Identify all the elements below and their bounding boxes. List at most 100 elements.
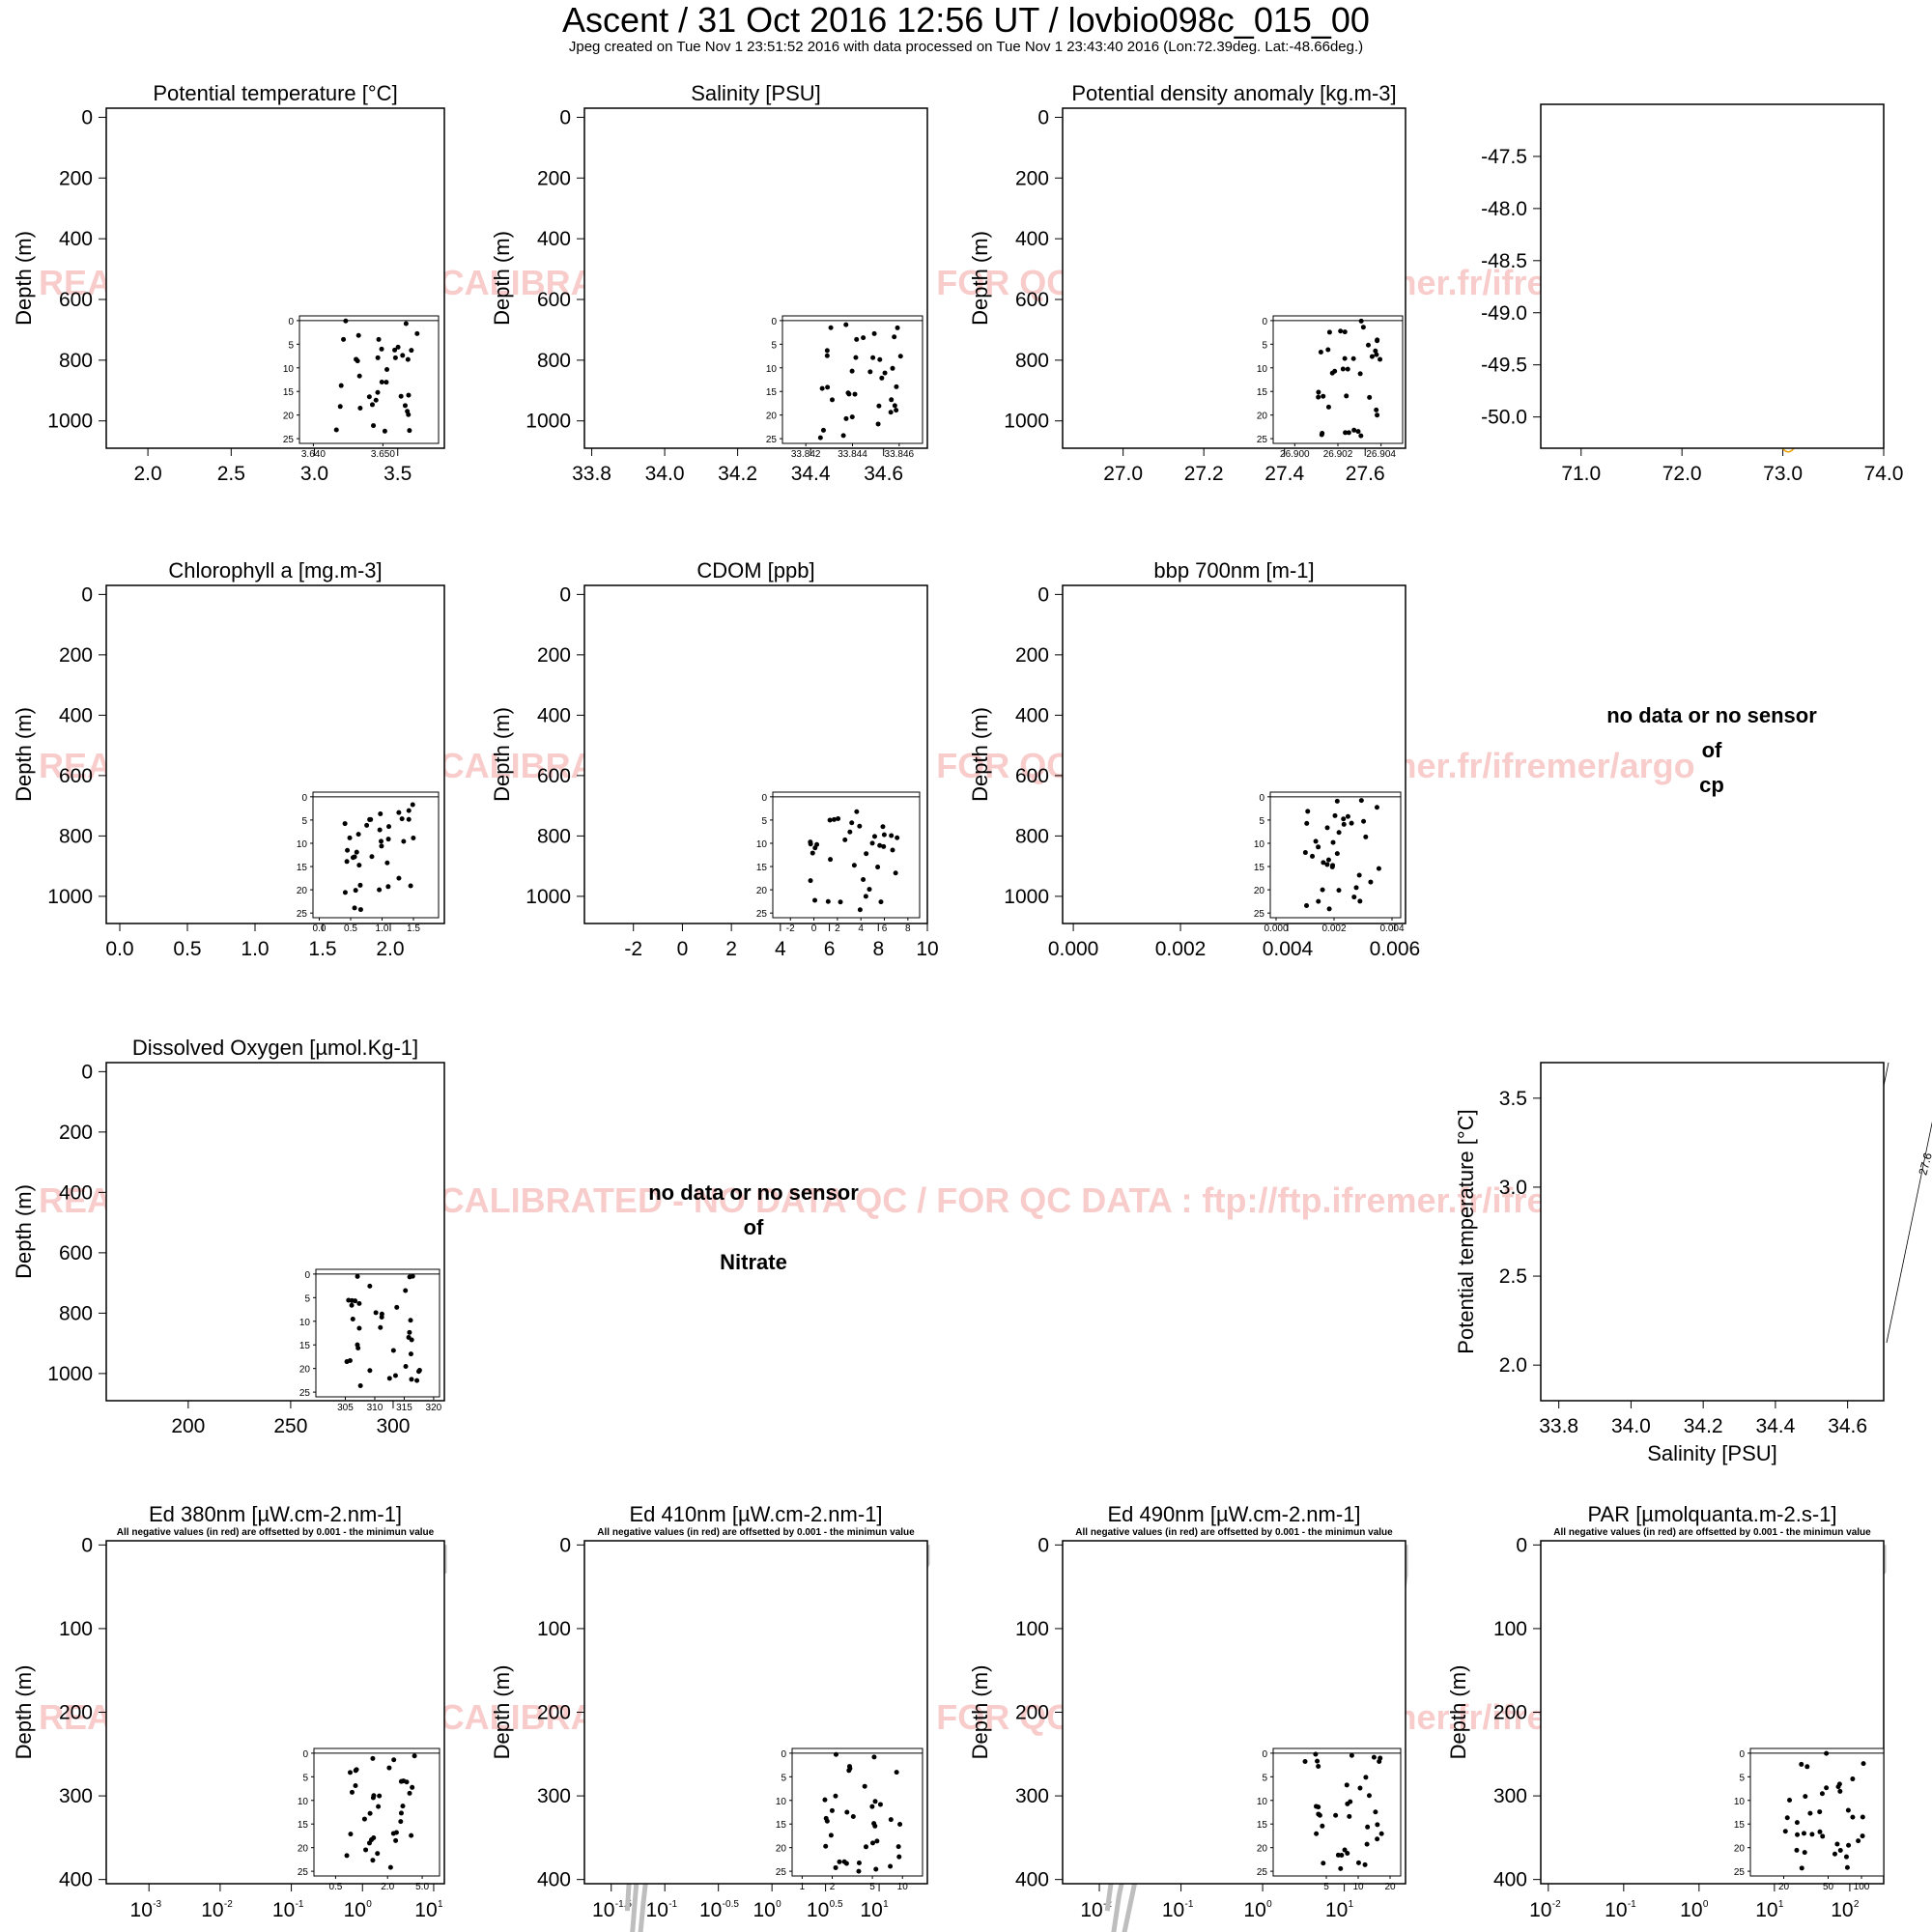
inset-point bbox=[406, 808, 412, 813]
inset-y-tick-label: 25 bbox=[1254, 909, 1265, 920]
inset-point bbox=[1304, 820, 1310, 826]
inset-point bbox=[369, 1837, 375, 1843]
inset-point bbox=[1803, 1794, 1808, 1800]
y-tick-label: 400 bbox=[59, 1181, 93, 1204]
inset-point bbox=[849, 414, 855, 420]
inset-point bbox=[370, 1755, 376, 1761]
inset-point bbox=[355, 358, 360, 364]
x-tick-label: 71.0 bbox=[1561, 463, 1601, 485]
y-tick-label: 200 bbox=[59, 1702, 93, 1724]
inset-point bbox=[861, 335, 867, 341]
inset-point bbox=[367, 1810, 373, 1816]
inset-point bbox=[1378, 1831, 1384, 1836]
inset-chl: 0 5 10 15 20 25 0.0 0.5 1.0 1.5 bbox=[297, 791, 440, 934]
y-tick-label: 400 bbox=[1015, 228, 1049, 250]
inset-point bbox=[384, 367, 390, 373]
inset-point bbox=[345, 847, 351, 853]
inset-point bbox=[824, 348, 830, 354]
inset-point bbox=[888, 1863, 894, 1869]
inset-point bbox=[406, 412, 412, 417]
inset-point bbox=[844, 1809, 850, 1815]
inset-x-tick-label: 3.650 bbox=[371, 449, 395, 460]
radiometry-note: All negative values (in red) are offsett… bbox=[1075, 1527, 1393, 1538]
inset-point bbox=[352, 854, 357, 860]
inset-point bbox=[1356, 872, 1362, 878]
inset-y-tick-label: 20 bbox=[298, 1844, 309, 1855]
inset-point bbox=[376, 336, 382, 342]
inset-point bbox=[1353, 885, 1359, 891]
inset-point bbox=[414, 330, 420, 336]
inset-y-tick-label: 5 bbox=[304, 1293, 310, 1304]
x-tick-label: 10 bbox=[1243, 1899, 1265, 1921]
inset-point bbox=[356, 1325, 362, 1331]
inset-y-tick-label: 20 bbox=[299, 1365, 311, 1376]
isopycnal-label: 27.6 bbox=[1916, 1151, 1932, 1177]
x-tick-exponent: -1.5 bbox=[615, 1899, 633, 1910]
no-data-nitrate: Nitrate bbox=[720, 1250, 787, 1274]
inset-point bbox=[1347, 1813, 1352, 1819]
inset-point bbox=[367, 1368, 373, 1374]
inset-x-tick-label: 6 bbox=[882, 923, 888, 934]
inset-point bbox=[378, 810, 384, 816]
inset-oxy: 0 5 10 15 20 25 305 310 315 320 bbox=[299, 1268, 442, 1413]
inset-point bbox=[355, 1273, 360, 1279]
x-tick-exponent: -2 bbox=[1552, 1899, 1561, 1910]
inset-point bbox=[1835, 1784, 1841, 1790]
inset-point bbox=[353, 1298, 358, 1304]
plot-title-sal: Salinity [PSU] bbox=[691, 81, 821, 105]
inset-point bbox=[1357, 898, 1363, 904]
x-tick-label: -2 bbox=[624, 938, 642, 960]
inset-point bbox=[881, 843, 887, 849]
inset-point bbox=[890, 365, 895, 371]
inset-point bbox=[828, 857, 834, 863]
y-axis-label: Depth (m) bbox=[490, 1665, 514, 1760]
inset-point bbox=[869, 1804, 875, 1809]
inset-point bbox=[836, 816, 841, 822]
x-tick-label: 34.2 bbox=[1684, 1415, 1723, 1437]
inset-point bbox=[1321, 393, 1326, 399]
y-tick-label: 200 bbox=[537, 1702, 571, 1724]
x-tick-exponent: -1 bbox=[1628, 1899, 1636, 1910]
inset-point bbox=[889, 833, 895, 838]
inset-point bbox=[392, 1373, 398, 1378]
inset-point bbox=[877, 1802, 883, 1807]
x-tick-label: 34.6 bbox=[864, 463, 903, 485]
y-tick-label: 0 bbox=[81, 583, 93, 606]
y-tick-label: 300 bbox=[1015, 1785, 1049, 1807]
inset-point bbox=[1837, 1847, 1843, 1853]
y-tick-label: 400 bbox=[59, 228, 93, 250]
y-tick-label: 300 bbox=[1493, 1785, 1527, 1807]
y-tick-label: 1000 bbox=[47, 886, 93, 908]
inset-point bbox=[830, 397, 836, 403]
y-tick-label: 200 bbox=[59, 644, 93, 667]
inset-point bbox=[367, 1283, 373, 1289]
y-tick-label: 600 bbox=[59, 289, 93, 311]
no-data-cp: no data or no sensor bbox=[1606, 703, 1817, 727]
inset-y-tick-label: 10 bbox=[1254, 839, 1265, 850]
inset-x-tick-label: 5 bbox=[1323, 1882, 1329, 1892]
y-tick-label: 400 bbox=[537, 228, 571, 250]
inset-point bbox=[395, 344, 401, 350]
inset-point bbox=[400, 1804, 406, 1809]
x-tick-label: 10 bbox=[1529, 1899, 1551, 1921]
inset-point bbox=[386, 824, 392, 830]
radiometry-note: All negative values (in red) are offsett… bbox=[117, 1527, 435, 1538]
inset-point bbox=[366, 394, 372, 400]
inset-point bbox=[871, 330, 877, 336]
inset-point bbox=[379, 838, 384, 844]
inset-point bbox=[1817, 1809, 1823, 1815]
inset-point bbox=[391, 1757, 397, 1763]
inset-x-tick-label: 1 bbox=[800, 1882, 806, 1892]
inset-point bbox=[871, 834, 877, 839]
y-tick-label: 400 bbox=[537, 704, 571, 726]
inset-point bbox=[1320, 1823, 1325, 1829]
inset-x-tick-label: 20 bbox=[1778, 1882, 1790, 1892]
inset-point bbox=[1837, 1788, 1843, 1794]
inset-bbp: 0 5 10 15 20 25 0.000 0.002 0.004 bbox=[1254, 791, 1405, 934]
inset-y-tick-label: 15 bbox=[283, 387, 295, 398]
inset-point bbox=[1856, 1838, 1861, 1844]
inset-y-tick-label: 15 bbox=[776, 1820, 787, 1831]
inset-point bbox=[1320, 887, 1325, 893]
inset-point bbox=[382, 428, 387, 434]
inset-x-tick-label: 0 bbox=[811, 923, 817, 934]
